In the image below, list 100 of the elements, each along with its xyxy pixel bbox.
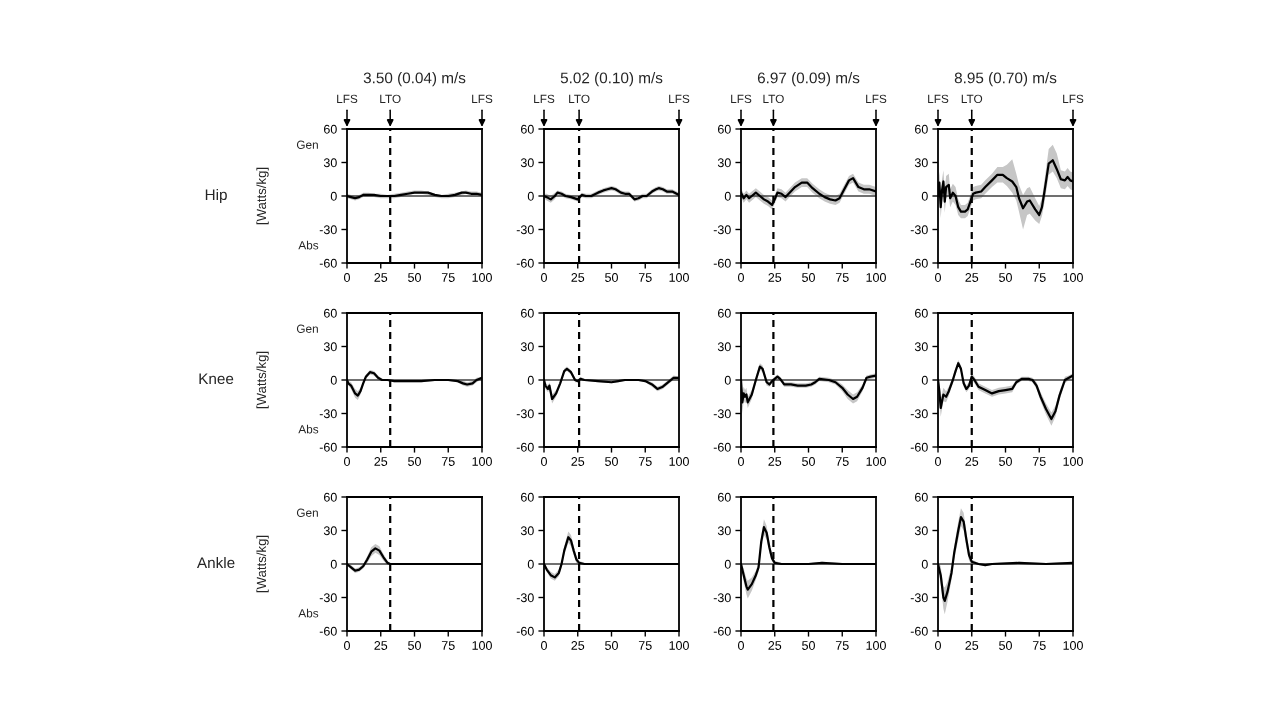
text: Ankle: [196, 556, 235, 569]
x-tick-label: 25: [965, 273, 979, 282]
x-tick-label: 50: [999, 457, 1012, 466]
y-axis-title: [Watts/kg]: [256, 167, 269, 225]
y-tick-label: -60: [516, 258, 534, 268]
y-tick-label: 60: [718, 492, 731, 502]
x-tick-label: 100: [472, 641, 492, 650]
ref-line-label: LTO: [569, 94, 590, 104]
y-tick-label: 30: [914, 526, 928, 536]
y-tick-label: 60: [718, 308, 731, 318]
x-tick-label: 0: [738, 641, 744, 650]
chart-title: 8.95 (0.70) m/s: [954, 72, 1057, 87]
text: Gen: [296, 508, 318, 517]
y-tick-label: 60: [718, 124, 731, 134]
x-tick-label: 50: [999, 641, 1012, 650]
y-tick-label: -30: [910, 409, 928, 419]
x-tick-label: 75: [835, 641, 849, 650]
x-tick-label: 75: [638, 273, 652, 282]
text: Gen: [296, 140, 318, 149]
x-tick-label: 50: [605, 457, 618, 466]
y-tick-label: 30: [323, 158, 337, 168]
y-tick-label: 0: [330, 191, 337, 201]
x-tick-label: 75: [835, 273, 849, 282]
text: Abs: [298, 424, 319, 434]
y-tick-label: -60: [319, 626, 337, 636]
y-tick-label: -60: [319, 258, 337, 268]
ref-line-label: LTO: [961, 94, 983, 104]
y-tick-label: 60: [521, 492, 534, 502]
y-tick-label: 60: [324, 124, 337, 134]
y-axis-title: [Watts/kg]: [256, 351, 269, 409]
chart-title: 5.02 (0.10) m/s: [560, 72, 663, 87]
y-tick-label: -60: [713, 258, 731, 268]
x-tick-label: 0: [738, 273, 744, 282]
ref-line-label: LTO: [763, 94, 784, 104]
text: LFS: [472, 94, 493, 104]
x-tick-label: 100: [472, 273, 492, 282]
x-tick-label: 75: [638, 457, 652, 466]
x-tick-label: 100: [866, 641, 886, 650]
text: LFS: [928, 94, 949, 104]
x-tick-label: 75: [441, 457, 455, 466]
x-tick-label: 100: [1063, 273, 1083, 282]
text: Knee: [199, 373, 234, 385]
text: LFS: [337, 94, 358, 104]
y-tick-label: 30: [914, 158, 928, 168]
y-tick-label: 30: [323, 342, 337, 352]
x-tick-label: 100: [866, 457, 886, 466]
ref-line-label: LTO: [380, 94, 401, 104]
y-tick-label: 0: [330, 375, 337, 385]
y-tick-label: 0: [724, 191, 731, 201]
x-tick-label: 100: [866, 273, 886, 282]
x-tick-label: 50: [802, 457, 815, 466]
y-tick-label: 0: [724, 375, 731, 385]
x-tick-label: 25: [374, 273, 388, 282]
x-tick-label: 50: [408, 457, 421, 466]
y-tick-label: -60: [516, 626, 534, 636]
x-tick-label: 100: [669, 641, 689, 650]
y-tick-label: -30: [910, 593, 928, 603]
text: LFS: [731, 94, 752, 104]
x-tick-label: 0: [344, 641, 350, 650]
y-tick-label: -60: [910, 442, 928, 452]
text: Abs: [298, 240, 319, 250]
x-tick-label: 50: [802, 641, 815, 650]
x-tick-label: 25: [571, 273, 585, 282]
y-tick-label: 30: [323, 526, 337, 536]
x-tick-label: 25: [374, 641, 388, 650]
y-tick-label: 30: [520, 158, 534, 168]
x-tick-label: 100: [669, 457, 689, 466]
x-tick-label: 0: [935, 457, 941, 466]
x-tick-label: 75: [441, 641, 455, 650]
chart-title: 3.50 (0.04) m/s: [363, 72, 466, 87]
x-tick-label: 100: [1063, 457, 1083, 466]
x-tick-label: 75: [1032, 273, 1046, 282]
y-tick-label: 60: [521, 124, 534, 134]
x-tick-label: 50: [999, 273, 1012, 282]
x-tick-label: 75: [638, 641, 652, 650]
chart-title: 6.97 (0.09) m/s: [757, 72, 860, 87]
y-tick-label: -30: [516, 593, 534, 603]
x-tick-label: 50: [408, 641, 421, 650]
x-tick-label: 100: [1063, 641, 1083, 650]
y-tick-label: -30: [319, 593, 337, 603]
y-tick-label: -30: [713, 409, 731, 419]
y-tick-label: 30: [914, 342, 928, 352]
text: Abs: [298, 608, 319, 618]
y-tick-label: 60: [915, 308, 928, 318]
x-tick-label: 50: [605, 641, 618, 650]
x-tick-label: 25: [965, 641, 979, 650]
y-tick-label: -30: [516, 225, 534, 235]
x-tick-label: 25: [571, 457, 585, 466]
x-tick-label: 50: [605, 273, 618, 282]
y-tick-label: 0: [921, 375, 928, 385]
y-tick-label: 30: [717, 526, 731, 536]
y-tick-label: 60: [915, 124, 928, 134]
y-tick-label: 0: [921, 191, 928, 201]
y-tick-label: 0: [527, 375, 534, 385]
text: LFS: [669, 94, 690, 104]
text: LFS: [534, 94, 555, 104]
y-tick-label: -60: [910, 626, 928, 636]
y-tick-label: 60: [324, 492, 337, 502]
x-tick-label: 25: [965, 457, 979, 466]
y-axis-title: [Watts/kg]: [256, 535, 269, 593]
